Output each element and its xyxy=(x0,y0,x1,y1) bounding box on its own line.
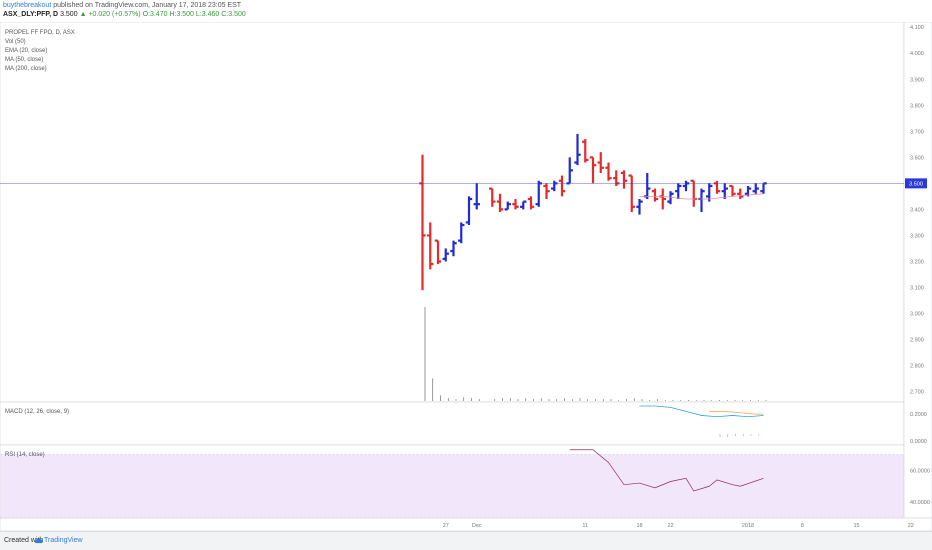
ohlc-bar[interactable] xyxy=(489,187,496,207)
ohlc-bar[interactable] xyxy=(582,139,589,163)
time-tick-label: 27 xyxy=(443,523,449,529)
ohlc-bar[interactable] xyxy=(458,222,465,244)
macd-line xyxy=(639,405,764,418)
legend-ma200[interactable]: MA (200, close) xyxy=(5,66,47,72)
ohlc-bar[interactable] xyxy=(589,156,597,184)
open-value: O:3.470 xyxy=(142,11,168,18)
rsi-label[interactable]: RSI (14, close) xyxy=(5,452,45,458)
ohlc-bar[interactable] xyxy=(527,196,535,210)
close-value: C:3.500 xyxy=(221,11,246,18)
rsi-line xyxy=(569,449,764,492)
price-pane[interactable] xyxy=(0,22,905,403)
last-price: 3.500 xyxy=(60,11,78,18)
price-tick-label: 4.000 xyxy=(910,51,924,57)
ohlc-bar[interactable] xyxy=(675,183,682,199)
ohlc-bar[interactable] xyxy=(504,201,511,211)
published-text: published on TradingView.com, January 17… xyxy=(53,2,242,9)
ohlc-bar[interactable] xyxy=(496,193,504,212)
ohlc-bar[interactable] xyxy=(434,239,442,265)
price-tick-label: 3.900 xyxy=(910,77,924,83)
macd-tick-label: 0.0000 xyxy=(910,439,927,445)
time-tick-label: 22 xyxy=(908,523,914,529)
last-price-badge-label: 3.500 xyxy=(909,182,923,188)
tradingview-link[interactable]: TradingView xyxy=(44,537,83,544)
price-tick-label: 3.800 xyxy=(910,103,924,109)
ohlc-bar[interactable] xyxy=(744,185,752,197)
legend-ma50[interactable]: MA (50, close) xyxy=(5,57,43,63)
price-tick-label: 4.100 xyxy=(910,25,924,31)
rsi-tick-label: 60.0000 xyxy=(910,468,930,474)
ohlc-bar[interactable] xyxy=(667,191,674,205)
high-value: H:3.500 xyxy=(169,11,194,18)
time-tick-label: 11 xyxy=(582,523,588,529)
author-link[interactable]: buythebreakout xyxy=(3,2,52,9)
ohlc-bar[interactable] xyxy=(721,183,728,199)
price-tick-label: 2.900 xyxy=(910,338,924,344)
ohlc-bar[interactable] xyxy=(620,170,628,189)
price-tick-label: 3.400 xyxy=(910,207,924,213)
time-tick-label: 2018 xyxy=(742,523,754,529)
ohlc-bar[interactable] xyxy=(427,222,434,270)
ohlc-bar[interactable] xyxy=(450,240,457,257)
legend-ema[interactable]: EMA (20, close) xyxy=(5,48,47,54)
macd-pane[interactable] xyxy=(0,401,905,446)
ohlc-bar[interactable] xyxy=(651,188,659,202)
macd-tick-label: 0.2000 xyxy=(910,412,927,418)
rsi-tick-label: 40.0000 xyxy=(910,500,930,506)
time-tick-label: 15 xyxy=(853,523,859,529)
ohlc-bar[interactable] xyxy=(597,152,604,173)
ohlc-bar[interactable] xyxy=(752,183,759,194)
ohlc-bar[interactable] xyxy=(737,188,744,199)
price-tick-label: 2.800 xyxy=(910,364,924,370)
publish-info: buythebreakout published on TradingView.… xyxy=(3,2,241,9)
low-value: L:3.460 xyxy=(195,11,220,18)
ohlc-bar[interactable] xyxy=(628,174,635,212)
price-tick-label: 3.600 xyxy=(910,155,924,161)
macd-label[interactable]: MACD (12, 26, close, 9) xyxy=(5,409,69,415)
time-tick-label: 8 xyxy=(801,523,804,529)
time-tick-label: Dec xyxy=(472,523,482,529)
ohlc-bar[interactable] xyxy=(636,198,643,215)
price-tick-label: 3.700 xyxy=(910,129,924,135)
ema-line xyxy=(639,193,764,200)
created-with-text: Created with xyxy=(4,537,44,544)
last-price-badge xyxy=(905,178,927,189)
ohlc-bar[interactable] xyxy=(558,175,566,197)
time-tick-label: 22 xyxy=(667,523,673,529)
legend-volume[interactable]: Vol (50) xyxy=(5,39,26,45)
price-tick-label: 3.100 xyxy=(910,285,924,291)
ohlc-bar[interactable] xyxy=(512,198,519,210)
rsi-band xyxy=(0,454,904,518)
price-tick-label: 3.200 xyxy=(910,259,924,265)
symbol-info: ASX_DLY:PFP, D 3.500 ▲ +0.020 (+0.57%) O… xyxy=(3,11,246,18)
ohlc-bar[interactable] xyxy=(605,162,612,181)
price-axis[interactable] xyxy=(903,22,932,519)
price-tick-label: 3.300 xyxy=(910,233,924,239)
legend-title: PROPEL FF FPO, D, ASX xyxy=(5,30,75,36)
change-up-icon: ▲ xyxy=(79,11,87,18)
price-change: +0.020 (+0.57%) xyxy=(88,11,141,18)
ohlc-bar[interactable] xyxy=(543,183,550,199)
price-tick-label: 2.700 xyxy=(910,390,924,396)
footer-bar: Created with TradingView xyxy=(0,531,932,550)
price-tick-label: 3.000 xyxy=(910,312,924,318)
tradingview-cloud-icon xyxy=(34,538,43,544)
ohlc-bar[interactable] xyxy=(442,248,449,262)
time-tick-label: 18 xyxy=(636,523,642,529)
chart-header: buythebreakout published on TradingView.… xyxy=(0,0,932,22)
ohlc-bar[interactable] xyxy=(729,184,736,197)
ohlc-bar[interactable] xyxy=(473,183,480,210)
symbol-name: ASX_DLY:PFP, D xyxy=(3,11,59,18)
ohlc-bar[interactable] xyxy=(465,196,473,226)
chart-canvas[interactable]: 4.100 4.000 3.900 3.800 3.700 3.600 3.500 3.400… xyxy=(0,22,932,531)
macd-signal-line xyxy=(709,411,764,415)
time-axis[interactable] xyxy=(0,517,932,531)
ohlc-bar[interactable] xyxy=(706,183,713,202)
ohlc-bar[interactable] xyxy=(574,133,581,166)
ohlc-bar[interactable] xyxy=(520,200,527,210)
